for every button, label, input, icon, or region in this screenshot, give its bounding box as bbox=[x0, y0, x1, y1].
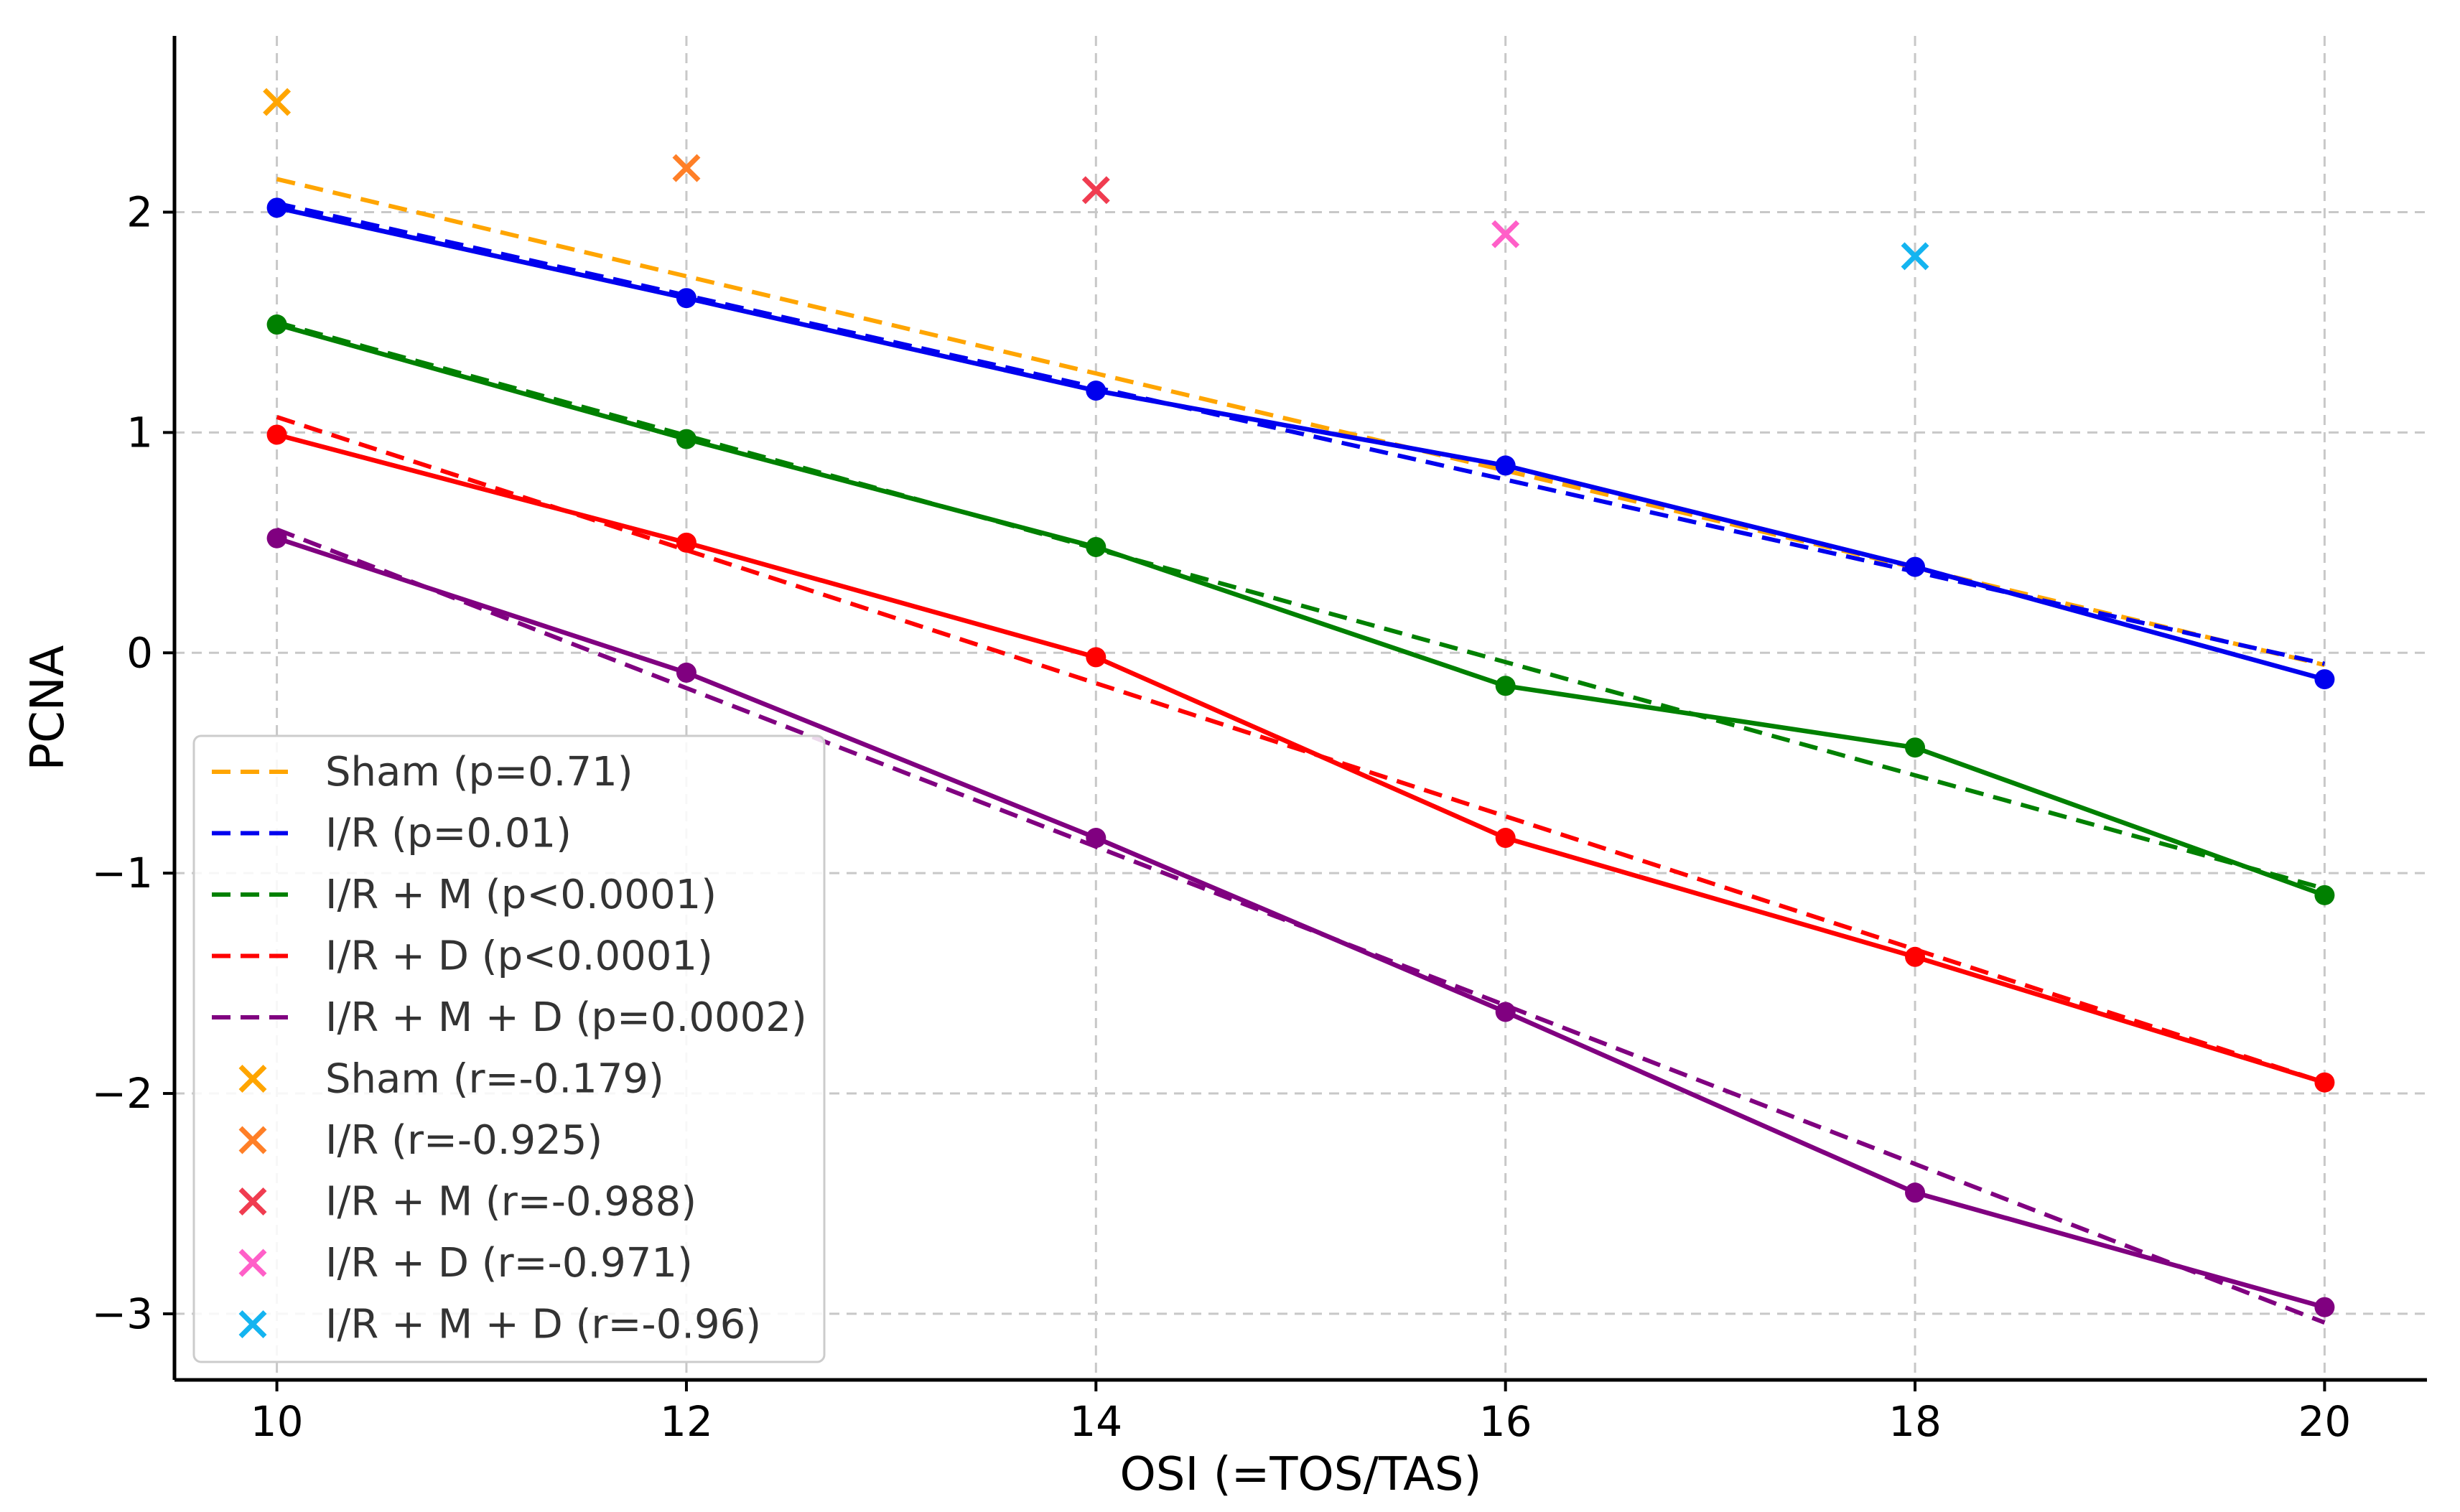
legend-entry-4: I/R + M + D (p=0.0002) bbox=[212, 994, 807, 1041]
fit-line-0 bbox=[276, 177, 2326, 668]
series-1-point-1 bbox=[676, 288, 696, 309]
legend-label-4: I/R + M + D (p=0.0002) bbox=[325, 994, 807, 1041]
series-1-point-3 bbox=[1495, 455, 1516, 476]
series-4-point-2 bbox=[1086, 828, 1106, 849]
legend-box bbox=[192, 734, 826, 1363]
sham-point-0-stroke-b bbox=[263, 88, 292, 116]
legend-swatch-7 bbox=[238, 1187, 267, 1215]
legend: Sham (p=0.71) I/R (p=0.01) I/R + M (p<0.00… bbox=[192, 734, 826, 1363]
sham-point-3 bbox=[1491, 220, 1520, 248]
sham-point-3-stroke-b bbox=[1491, 220, 1520, 248]
legend-label-2: I/R + M (p<0.0001) bbox=[325, 872, 717, 918]
legend-entry-2: I/R + M (p<0.0001) bbox=[212, 872, 717, 918]
sham-point-2 bbox=[1081, 176, 1110, 205]
series-3-point-1 bbox=[676, 532, 696, 553]
legend-label-5: Sham (r=-0.179) bbox=[325, 1056, 664, 1103]
series-3-point-5 bbox=[2314, 1072, 2335, 1093]
series-3-point-0 bbox=[266, 424, 287, 445]
y-tick-label-0: 0 bbox=[126, 628, 153, 677]
legend-entry-1: I/R (p=0.01) bbox=[212, 811, 572, 857]
legend-label-6: I/R (r=-0.925) bbox=[325, 1117, 602, 1164]
y-axis-title: PCNA bbox=[22, 645, 75, 770]
legend-swatch-8 bbox=[238, 1249, 267, 1277]
legend-entry-7: I/R + M (r=-0.988) bbox=[238, 1179, 696, 1226]
series-4-point-3 bbox=[1495, 1002, 1516, 1022]
legend-entry-9: I/R + M + D (r=-0.96) bbox=[238, 1302, 761, 1348]
series-2-point-0 bbox=[266, 314, 287, 335]
x-tick-label-16: 16 bbox=[1479, 1397, 1532, 1446]
fit-line-2 bbox=[276, 320, 2326, 891]
legend-entry-3: I/R + D (p<0.0001) bbox=[212, 933, 713, 980]
sham-point-4-stroke-b bbox=[1901, 242, 1929, 271]
y-tick-label-1: 1 bbox=[126, 408, 153, 457]
legend-label-3: I/R + D (p<0.0001) bbox=[325, 933, 713, 980]
series-2-point-1 bbox=[676, 429, 696, 449]
series-3-point-2 bbox=[1086, 647, 1106, 668]
legend-label-9: I/R + M + D (r=-0.96) bbox=[325, 1302, 761, 1348]
legend-swatch-6-stroke-b bbox=[238, 1126, 267, 1154]
legend-entry-8: I/R + D (r=-0.971) bbox=[238, 1240, 693, 1287]
legend-entry-6: I/R (r=-0.925) bbox=[238, 1117, 602, 1164]
x-tick-label-18: 18 bbox=[1888, 1397, 1942, 1446]
legend-label-7: I/R + M (r=-0.988) bbox=[325, 1179, 696, 1226]
x-tick-label-20: 20 bbox=[2298, 1397, 2352, 1446]
series-line-4 bbox=[276, 536, 2326, 1310]
x-tick-label-12: 12 bbox=[660, 1397, 713, 1446]
y-tick-label--2: −2 bbox=[92, 1069, 154, 1118]
legend-label-0: Sham (p=0.71) bbox=[325, 749, 633, 795]
legend-entry-0: Sham (p=0.71) bbox=[212, 749, 633, 795]
series-3-point-3 bbox=[1495, 828, 1516, 849]
sham-point-4 bbox=[1901, 242, 1929, 271]
series-1-point-0 bbox=[266, 197, 287, 218]
series-line-2 bbox=[276, 322, 2326, 897]
sham-point-1 bbox=[672, 154, 701, 182]
series-line-3 bbox=[276, 432, 2326, 1085]
series-3-point-4 bbox=[1905, 946, 1926, 967]
series-1-point-4 bbox=[1905, 556, 1926, 577]
y-tick-label-2: 2 bbox=[126, 188, 153, 237]
legend-entry-5: Sham (r=-0.179) bbox=[238, 1056, 664, 1103]
series-2-point-3 bbox=[1495, 676, 1516, 696]
sham-point-0 bbox=[263, 88, 292, 116]
series-2-point-5 bbox=[2314, 885, 2335, 905]
series-4-point-5 bbox=[2314, 1297, 2335, 1317]
sham-point-1-stroke-b bbox=[672, 154, 701, 182]
y-tick-label--1: −1 bbox=[92, 849, 154, 897]
y-tick-label--3: −3 bbox=[92, 1289, 154, 1338]
series-2-point-2 bbox=[1086, 536, 1106, 557]
legend-label-1: I/R (p=0.01) bbox=[325, 811, 572, 857]
series-4-point-4 bbox=[1905, 1182, 1926, 1203]
plot-area bbox=[263, 88, 2335, 1325]
series-line-1 bbox=[276, 205, 2326, 682]
legend-swatch-5-stroke-b bbox=[238, 1065, 267, 1093]
legend-swatch-5 bbox=[238, 1065, 267, 1093]
series-1-point-5 bbox=[2314, 669, 2335, 690]
series-2-point-4 bbox=[1905, 737, 1926, 758]
series-4-point-1 bbox=[676, 662, 696, 683]
legend-swatch-7-stroke-b bbox=[238, 1187, 267, 1215]
sham-point-2-stroke-b bbox=[1081, 176, 1110, 205]
x-axis-title: OSI (=TOS/TAS) bbox=[1120, 1448, 1482, 1501]
x-tick-label-10: 10 bbox=[251, 1397, 304, 1446]
legend-swatch-6 bbox=[238, 1126, 267, 1154]
legend-swatch-9-stroke-b bbox=[238, 1310, 267, 1338]
x-tick-label-14: 14 bbox=[1069, 1397, 1122, 1446]
series-4-point-0 bbox=[266, 528, 287, 549]
legend-label-8: I/R + D (r=-0.971) bbox=[325, 1240, 693, 1287]
fit-line-1 bbox=[276, 201, 2326, 666]
legend-swatch-8-stroke-b bbox=[238, 1249, 267, 1277]
legend-swatch-9 bbox=[238, 1310, 267, 1338]
series-1-point-2 bbox=[1086, 381, 1106, 401]
